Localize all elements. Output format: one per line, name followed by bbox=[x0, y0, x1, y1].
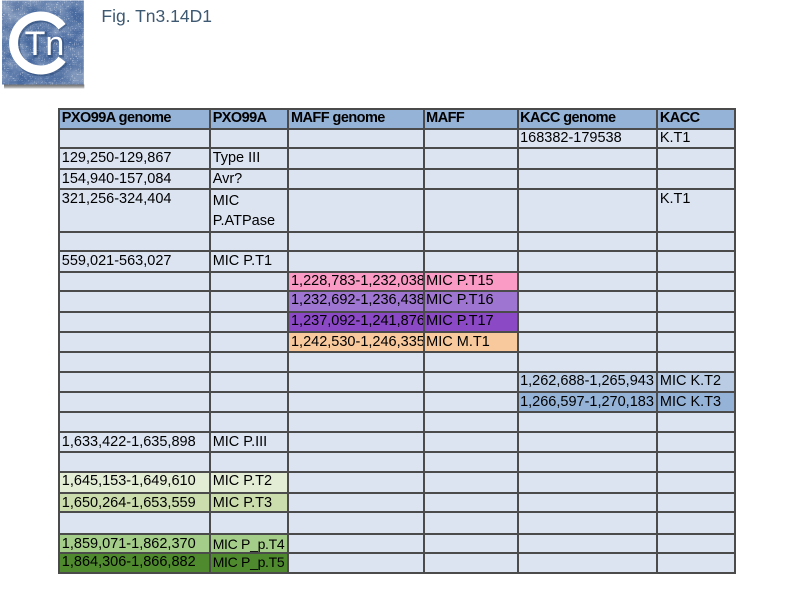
svg-text:Tn: Tn bbox=[26, 26, 66, 64]
svg-text:Tn: Tn bbox=[25, 25, 65, 63]
